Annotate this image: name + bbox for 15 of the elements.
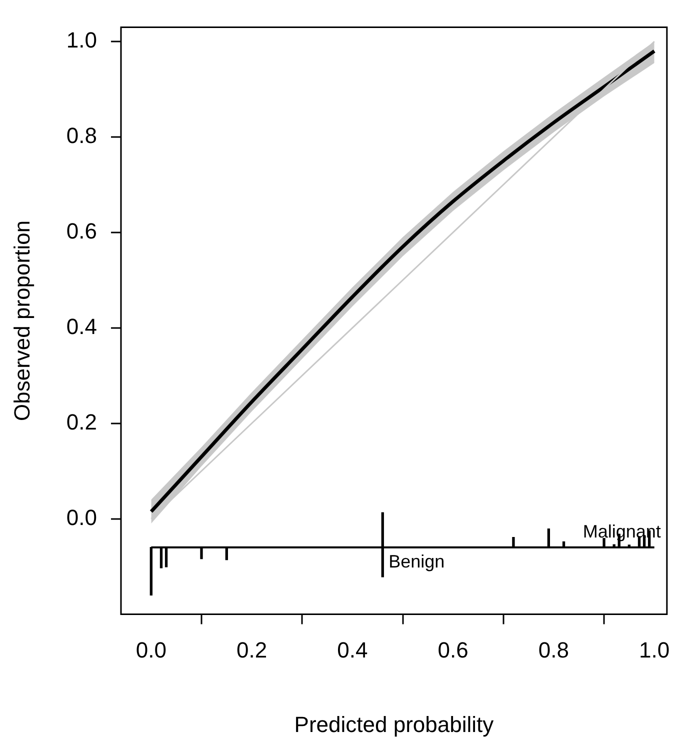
y-tick-label: 0.6	[66, 218, 97, 244]
series-label: Benign	[388, 551, 445, 572]
x-tick-label: 0.0	[136, 637, 166, 662]
x-tick-label: 0.6	[438, 637, 468, 662]
y-tick-label: 0.8	[66, 123, 97, 148]
x-axis-title: Predicted probability	[294, 712, 494, 737]
y-tick-label: 0.0	[66, 504, 97, 530]
y-tick-label: 0.2	[66, 409, 97, 434]
x-tick-label: 1.0	[639, 637, 670, 662]
x-tick-label: 0.4	[337, 637, 368, 662]
y-tick-label: 1.0	[66, 28, 97, 53]
y-axis-title: Observed proportion	[9, 220, 34, 421]
y-tick-label: 0.4	[66, 314, 97, 339]
x-tick-label: 0.8	[538, 637, 570, 662]
x-tick-label: 0.2	[236, 637, 268, 662]
